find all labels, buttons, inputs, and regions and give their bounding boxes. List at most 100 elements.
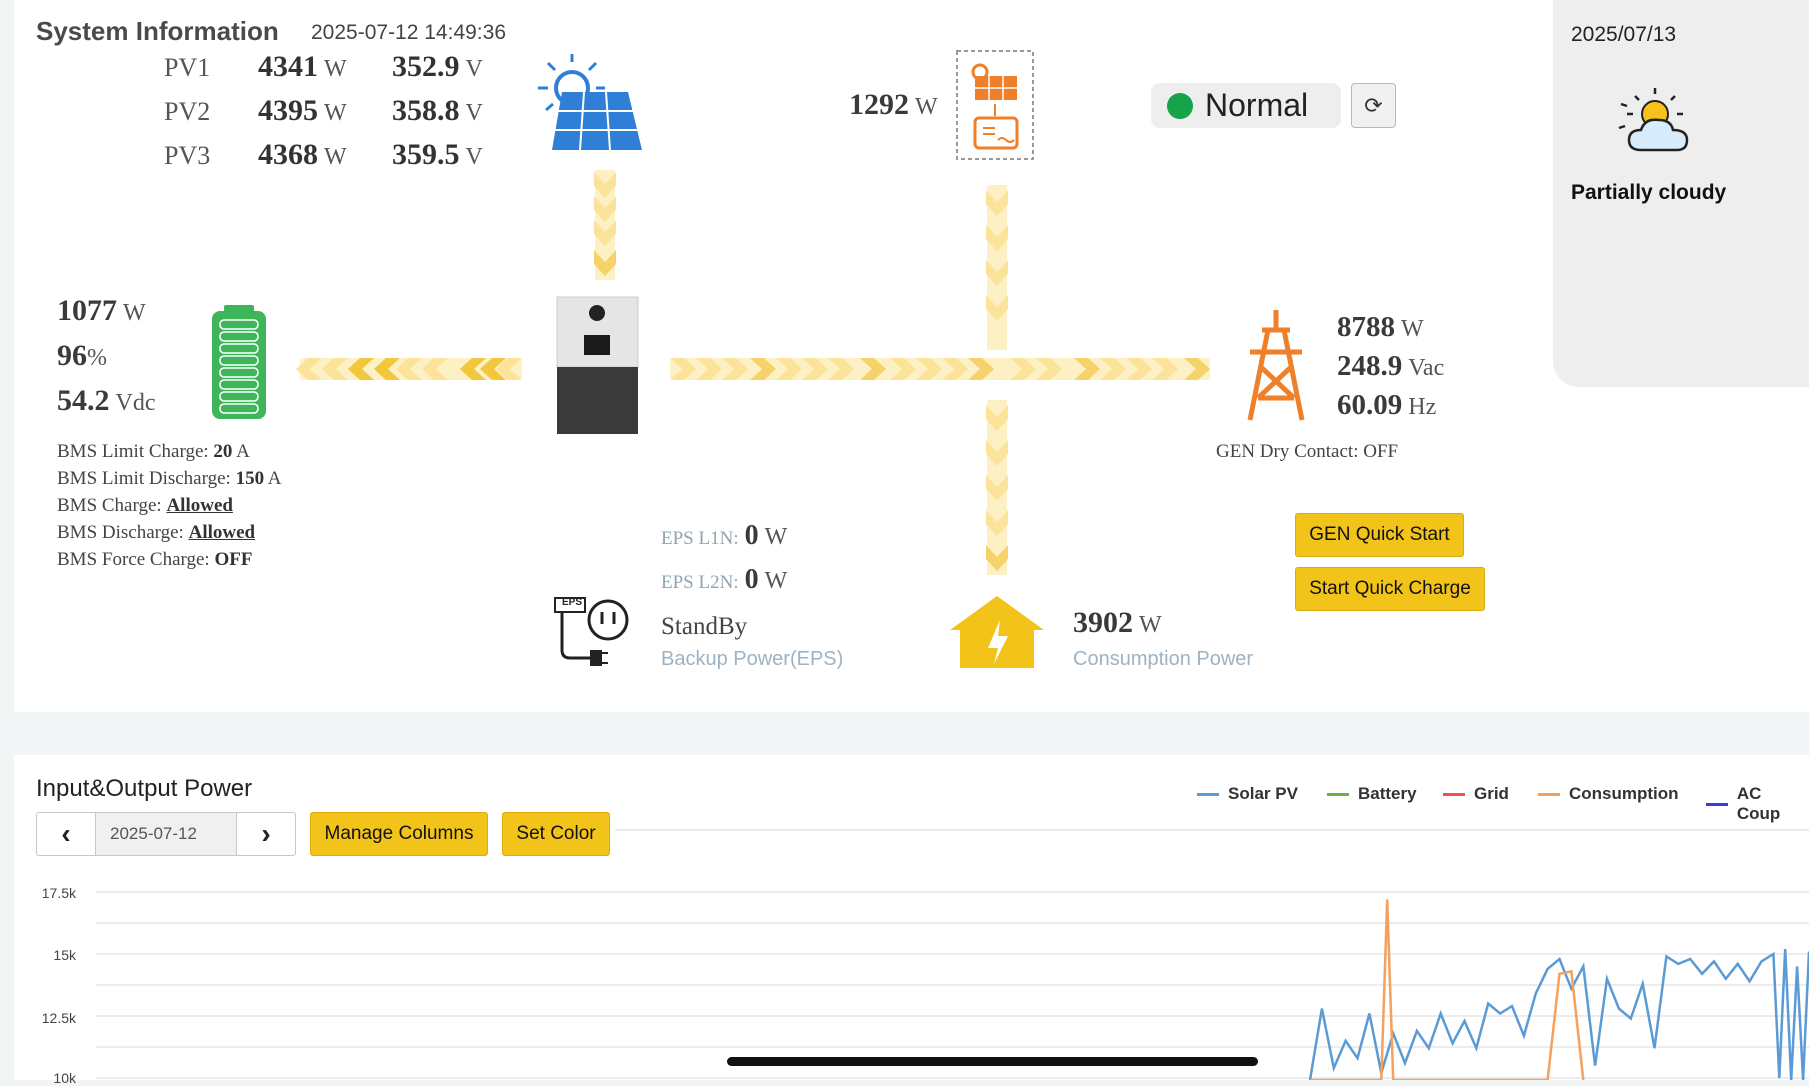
consumption-power-unit: W [1139,612,1162,638]
bms-limit-discharge-label: BMS Limit Discharge: [57,468,231,489]
eps-badge: EPS [561,597,582,608]
ac-coupled-power: 1292 W [849,88,938,122]
grid-frequency-unit: Hz [1408,394,1437,420]
battery-icon [212,305,266,419]
battery-soc: 96% [57,339,107,373]
status-label: Normal [1205,87,1309,123]
y-tick-label: 15k [53,947,76,963]
partly-cloudy-icon [1618,88,1689,152]
battery-power: 1077 W [57,294,146,328]
bms-charge: BMS Charge: Allowed [57,495,233,517]
bms-charge-link[interactable]: Allowed [166,495,233,516]
bms-discharge-label: BMS Discharge: [57,522,184,543]
energy-flow-diagram [212,50,1305,668]
bms-force-charge-label: BMS Force Charge: [57,549,210,570]
legend-swatch [1706,802,1728,806]
refresh-button[interactable]: ⟳ [1351,83,1396,128]
chart-section-title: Input&Output Power [36,775,253,802]
pv2-row: PV2 4395 W 358.8 V [164,94,483,128]
eps-l1n-unit: W [764,524,788,550]
start-quick-charge-button[interactable]: Start Quick Charge [1295,567,1485,611]
date-input[interactable]: 2025-07-12 [95,813,237,855]
grid-power-value: 8788 [1337,311,1395,343]
grid-tower-icon [1247,310,1305,421]
chevron-right-icon: › [261,818,271,849]
pv2-power-unit: W [324,100,347,126]
eps-l1n-label: EPS L1N: [661,528,739,549]
pv2-power: 4395 [258,94,318,127]
battery-soc-unit: % [87,345,107,371]
battery-power-unit: W [123,300,146,326]
ac-coupled-power-unit: W [915,94,938,120]
bms-limit-discharge-unit: A [267,468,282,489]
gen-quick-start-button[interactable]: GEN Quick Start [1295,513,1464,557]
system-information-panel [14,0,1809,712]
grid-power: 8788 W [1337,311,1424,344]
legend-label: Solar PV [1228,784,1298,803]
system-status-badge: Normal [1151,83,1341,128]
system-timestamp: 2025-07-12 14:49:36 [311,21,506,44]
inverter-icon [556,296,639,434]
legend-battery[interactable]: Battery [1327,784,1417,804]
battery-voltage-unit: Vdc [115,390,156,416]
eps-state: StandBy [661,613,748,640]
legend-label: Consumption [1569,784,1679,803]
series-line-solar-pv [1308,948,1809,1080]
bms-limit-charge-unit: A [236,441,250,462]
eps-l2n: EPS L2N: 0 W [661,564,787,596]
date-navigator: ‹ 2025-07-12 › [36,812,296,856]
grid-voltage-value: 248.9 [1337,350,1403,382]
pv3-power-unit: W [324,144,347,170]
ac-coupled-arrow [986,185,1008,350]
next-day-button[interactable]: › [237,813,295,855]
legend-swatch [1443,792,1465,796]
pv1-voltage-unit: V [465,56,483,82]
eps-l1n-value: 0 [744,520,759,551]
pv2-label: PV2 [164,97,211,126]
bms-force-charge-value: OFF [214,549,253,570]
legend-label: AC Coup [1736,784,1781,823]
legend-grid[interactable]: Grid [1443,784,1509,804]
grid-voltage: 248.9 Vac [1337,350,1444,383]
pv3-voltage: 359.5 [392,138,460,171]
weather-condition: Partially cloudy [1571,181,1727,204]
grid-power-unit: W [1401,316,1424,342]
legend-solar-pv[interactable]: Solar PV [1197,784,1298,804]
status-indicator-dot [1167,92,1193,119]
pv1-label: PV1 [164,53,211,82]
input-output-power-panel [14,755,1809,1080]
pv3-power: 4368 [258,138,318,171]
consumption-flow-arrow [986,400,1008,575]
bms-force-charge: BMS Force Charge: OFF [57,549,252,571]
eps-caption: Backup Power(EPS) [661,648,844,670]
battery-voltage: 54.2 Vdc [57,384,155,418]
house-icon [950,596,1044,668]
set-color-button[interactable]: Set Color [502,812,610,856]
bms-charge-label: BMS Charge: [57,495,162,516]
weather-card [1553,0,1809,387]
bms-limit-discharge-value: 150 [235,468,265,489]
bms-discharge-link[interactable]: Allowed [188,522,256,543]
previous-day-button[interactable]: ‹ [37,813,95,855]
eps-l2n-unit: W [764,568,788,594]
eps-l1n: EPS L1N: 0 W [661,520,787,552]
grid-flow-arrow [670,358,1210,380]
solar-panel-icon [538,54,642,151]
gen-dry-contact-status: GEN Dry Contact: OFF [1216,441,1399,462]
grid-frequency-value: 60.09 [1337,389,1403,421]
battery-flow-arrow [296,358,522,380]
ac-coupled-inverter-icon [956,50,1034,160]
series-line-consumption [1310,899,1585,1080]
y-tick-label: 17.5k [41,885,76,901]
legend-ac-coup[interactable]: AC Coup [1706,784,1809,824]
legend-consumption[interactable]: Consumption [1538,784,1679,804]
bms-limit-charge-value: 20 [213,441,233,462]
refresh-icon: ⟳ [1364,92,1383,118]
pv3-label: PV3 [164,141,211,170]
manage-columns-button[interactable]: Manage Columns [310,812,488,856]
weather-date: 2025/07/13 [1571,23,1677,46]
bms-limit-discharge: BMS Limit Discharge: 150 A [57,468,282,490]
consumption-power: 3902 W [1073,606,1162,640]
bms-limit-charge-label: BMS Limit Charge: [57,441,209,462]
